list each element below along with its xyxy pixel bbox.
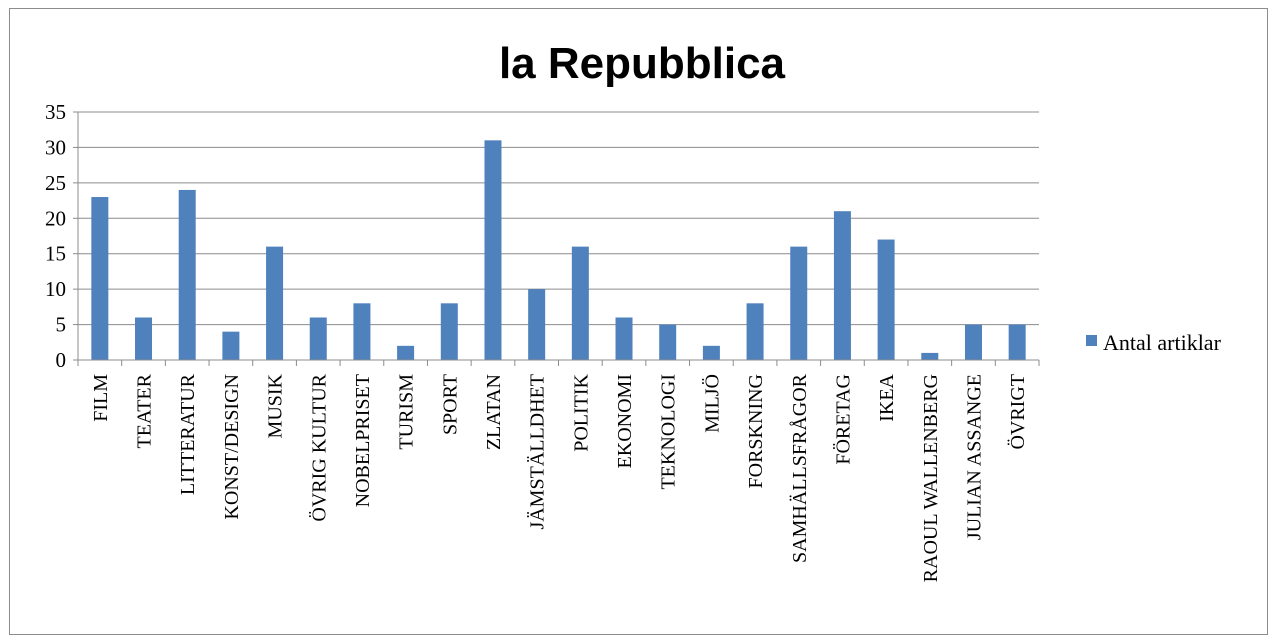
legend: Antal artiklar (1086, 330, 1222, 355)
bars (91, 140, 1026, 360)
y-tick-label: 10 (45, 277, 66, 301)
y-tick-label: 30 (45, 135, 66, 159)
bar-samhällsfrågor (790, 246, 808, 360)
x-tick-label: SPORT (439, 374, 461, 435)
x-tick-label: FORSKNING (745, 374, 767, 488)
bar-raoul-wallenberg (921, 352, 939, 360)
y-tick-label: 15 (45, 242, 66, 266)
legend-label: Antal artiklar (1103, 330, 1222, 355)
x-tick-label: MILJÖ (700, 374, 723, 433)
bar-nobelpriset (353, 303, 371, 360)
x-tick-label: POLITIK (570, 373, 592, 451)
x-tick-label: TURISM (396, 374, 418, 450)
x-tick-label: EKONOMI (614, 374, 636, 468)
y-tick-label: 5 (56, 313, 67, 337)
chart-title: la Repubblica (499, 39, 786, 88)
x-tick-label: RAOUL WALLENBERG (920, 374, 942, 582)
x-axis-labels: FILM TEATER LITTERATUR KONST/DESIGN MUSIK ÖVR… (90, 373, 1029, 582)
x-tick-label: JÄMSTÄLLDHET (526, 374, 549, 530)
x-tick-label: IKEA (876, 373, 898, 421)
gridlines (78, 111, 1039, 326)
y-tick-label: 20 (45, 206, 66, 230)
x-axis (77, 359, 1040, 366)
x-tick-label: FILM (90, 374, 112, 422)
y-tick-label: 25 (45, 171, 66, 195)
bar-konst-design (222, 331, 240, 360)
x-tick-label: NOBELPRISET (352, 374, 374, 507)
bar-teknologi (659, 324, 677, 360)
bar-övrigt (1008, 324, 1026, 360)
legend-swatch (1086, 335, 1097, 346)
bar-jämställdhet (528, 289, 546, 360)
bar-film (91, 197, 109, 360)
bar-sport (440, 303, 458, 360)
bar-forskning (746, 303, 764, 360)
bar-turism (397, 345, 415, 360)
x-tick-label: TEATER (134, 373, 156, 448)
bar-ikea (877, 239, 895, 360)
bar-julian-assange (964, 324, 982, 360)
x-tick-label: TEKNOLOGI (658, 374, 680, 490)
bar-företag (833, 211, 851, 360)
x-tick-label: ZLATAN (483, 374, 505, 450)
y-tick-label: 0 (56, 348, 67, 372)
bar-politik (571, 246, 589, 360)
bar-miljö (702, 345, 720, 360)
bar-litteratur (178, 189, 196, 360)
bar-teater (135, 317, 153, 360)
bar-musik (266, 246, 284, 360)
y-tick-label: 35 (45, 100, 66, 124)
y-axis-ticks: 0 5 10 15 20 25 30 35 (45, 100, 79, 372)
bar-ekonomi (615, 317, 633, 360)
x-tick-label: MUSIK (265, 373, 287, 438)
x-tick-label: ÖVRIGT (1006, 374, 1029, 450)
bar-zlatan (484, 140, 502, 360)
x-tick-label: SAMHÄLLSFRÅGOR (788, 373, 811, 563)
bar-övrig-kultur (309, 317, 327, 360)
x-tick-label: KONST/DESIGN (221, 374, 243, 520)
x-tick-label: ÖVRIG KULTUR (307, 373, 330, 521)
x-tick-label: JULIAN ASSANGE (963, 374, 985, 540)
x-tick-label: FÖRETAG (831, 374, 854, 465)
x-tick-label: LITTERATUR (177, 373, 199, 495)
